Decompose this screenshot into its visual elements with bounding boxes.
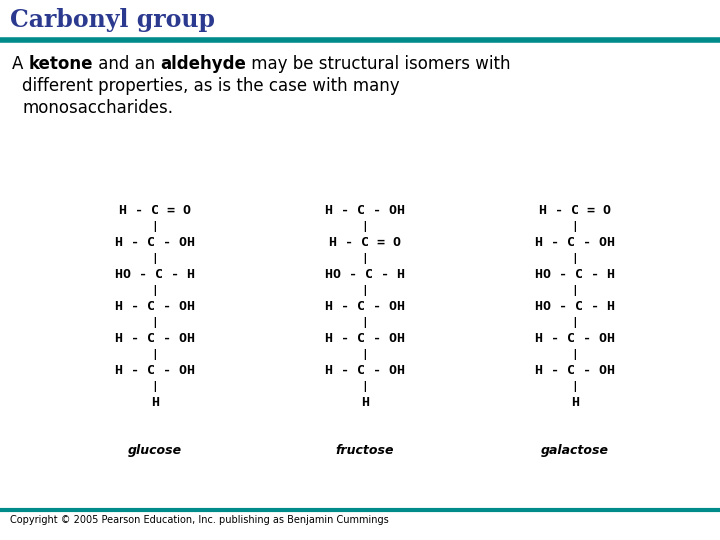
Text: may be structural isomers with: may be structural isomers with	[246, 55, 511, 73]
Text: H - C - OH: H - C - OH	[325, 300, 405, 313]
Text: A: A	[12, 55, 29, 73]
Text: H: H	[571, 395, 579, 408]
Text: H: H	[151, 395, 159, 408]
Text: ketone: ketone	[29, 55, 93, 73]
Text: H - C - OH: H - C - OH	[115, 300, 195, 313]
Text: |: |	[152, 381, 158, 392]
Text: monosaccharides.: monosaccharides.	[22, 99, 173, 117]
Text: H - C - OH: H - C - OH	[535, 332, 615, 345]
Text: H - C = O: H - C = O	[539, 204, 611, 217]
Text: |: |	[572, 285, 578, 295]
Text: |: |	[572, 348, 578, 360]
Text: |: |	[361, 220, 369, 232]
Text: fructose: fructose	[336, 444, 395, 457]
Text: |: |	[361, 285, 369, 295]
Text: Copyright © 2005 Pearson Education, Inc. publishing as Benjamin Cummings: Copyright © 2005 Pearson Education, Inc.…	[10, 515, 389, 525]
Text: and an: and an	[93, 55, 161, 73]
Text: |: |	[361, 381, 369, 392]
Text: H - C - OH: H - C - OH	[325, 204, 405, 217]
Text: H - C = O: H - C = O	[329, 235, 401, 248]
Text: |: |	[361, 316, 369, 327]
Text: |: |	[152, 316, 158, 327]
Text: aldehyde: aldehyde	[161, 55, 246, 73]
Text: |: |	[572, 253, 578, 264]
Text: |: |	[152, 285, 158, 295]
Text: HO - C - H: HO - C - H	[115, 267, 195, 280]
Text: Carbonyl group: Carbonyl group	[10, 8, 215, 32]
Text: |: |	[361, 348, 369, 360]
Text: |: |	[572, 316, 578, 327]
Text: |: |	[152, 220, 158, 232]
Text: H - C - OH: H - C - OH	[535, 363, 615, 376]
Text: H - C - OH: H - C - OH	[115, 235, 195, 248]
Text: glucose: glucose	[128, 444, 182, 457]
Text: different properties, as is the case with many: different properties, as is the case wit…	[22, 77, 400, 95]
Text: H - C - OH: H - C - OH	[535, 235, 615, 248]
Text: galactose: galactose	[541, 444, 609, 457]
Text: H - C - OH: H - C - OH	[325, 332, 405, 345]
Text: |: |	[361, 253, 369, 264]
Text: HO - C - H: HO - C - H	[535, 267, 615, 280]
Text: |: |	[152, 253, 158, 264]
Text: H: H	[361, 395, 369, 408]
Text: H - C - OH: H - C - OH	[115, 332, 195, 345]
Text: |: |	[572, 220, 578, 232]
Text: HO - C - H: HO - C - H	[325, 267, 405, 280]
Text: H - C - OH: H - C - OH	[325, 363, 405, 376]
Text: H - C = O: H - C = O	[119, 204, 191, 217]
Text: |: |	[152, 348, 158, 360]
Text: |: |	[572, 381, 578, 392]
Text: HO - C - H: HO - C - H	[535, 300, 615, 313]
Text: H - C - OH: H - C - OH	[115, 363, 195, 376]
